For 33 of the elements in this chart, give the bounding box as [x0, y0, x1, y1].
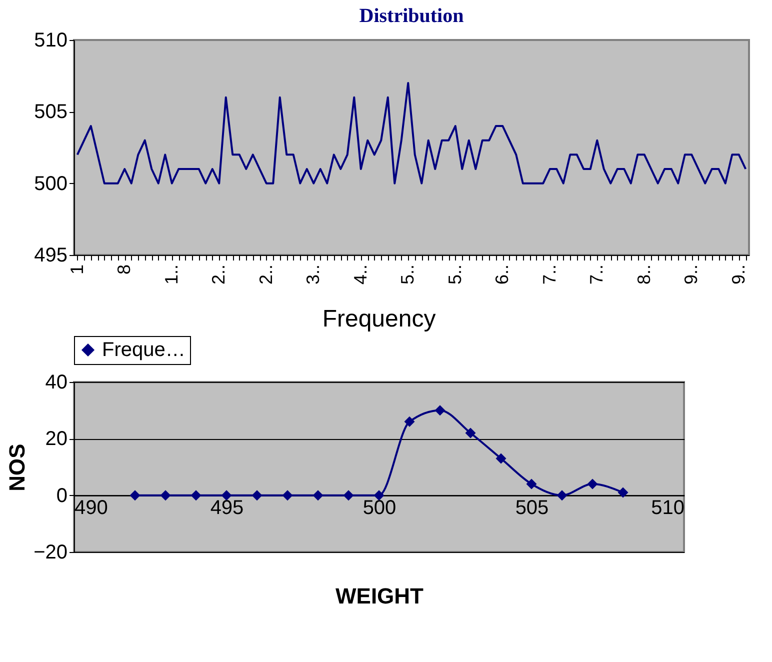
x-tick-label: 6.. [492, 264, 512, 285]
x-tick-label: 8 [114, 264, 134, 275]
x-tick-label: 5.. [444, 264, 465, 285]
y-tick-label: 0 [56, 484, 68, 507]
x-tick-label: 510 [651, 496, 684, 519]
x-tick-label: 2.. [208, 264, 229, 285]
x-tick-label: 1 [66, 264, 87, 275]
y-tick-label: 510 [34, 30, 68, 52]
legend-label: Freque… [102, 339, 186, 361]
x-tick-label: 490 [74, 496, 108, 519]
x-tick-label: 9.. [728, 264, 748, 285]
x-tick-label: 9.. [681, 264, 702, 285]
line-series [76, 82, 747, 184]
x-tick-label: 2.. [256, 264, 276, 285]
x-tick-label: 3.. [303, 264, 324, 285]
x-tick-label: 7.. [586, 264, 607, 285]
x-tick-label: 7.. [539, 264, 560, 285]
y-tick-label: −20 [34, 542, 68, 564]
x-tick-label: 4.. [350, 264, 370, 285]
chart-title: Frequency [322, 306, 436, 332]
y-tick-label: 505 [34, 101, 68, 124]
x-tick-label: 8.. [634, 264, 654, 285]
chart-title: Distribution [359, 5, 464, 27]
x-tick-label: 1.. [161, 264, 182, 285]
y-axis-title: NOS [4, 444, 30, 492]
x-tick-label: 5.. [398, 264, 418, 285]
x-axis-title: WEIGHT [336, 584, 424, 608]
x-tick-label: 495 [210, 496, 244, 519]
y-tick-label: 40 [45, 372, 68, 394]
x-tick-label: 500 [362, 496, 396, 519]
y-tick-label: 20 [45, 428, 68, 450]
x-tick-label: 505 [515, 496, 549, 519]
y-tick-label: 500 [34, 172, 68, 195]
